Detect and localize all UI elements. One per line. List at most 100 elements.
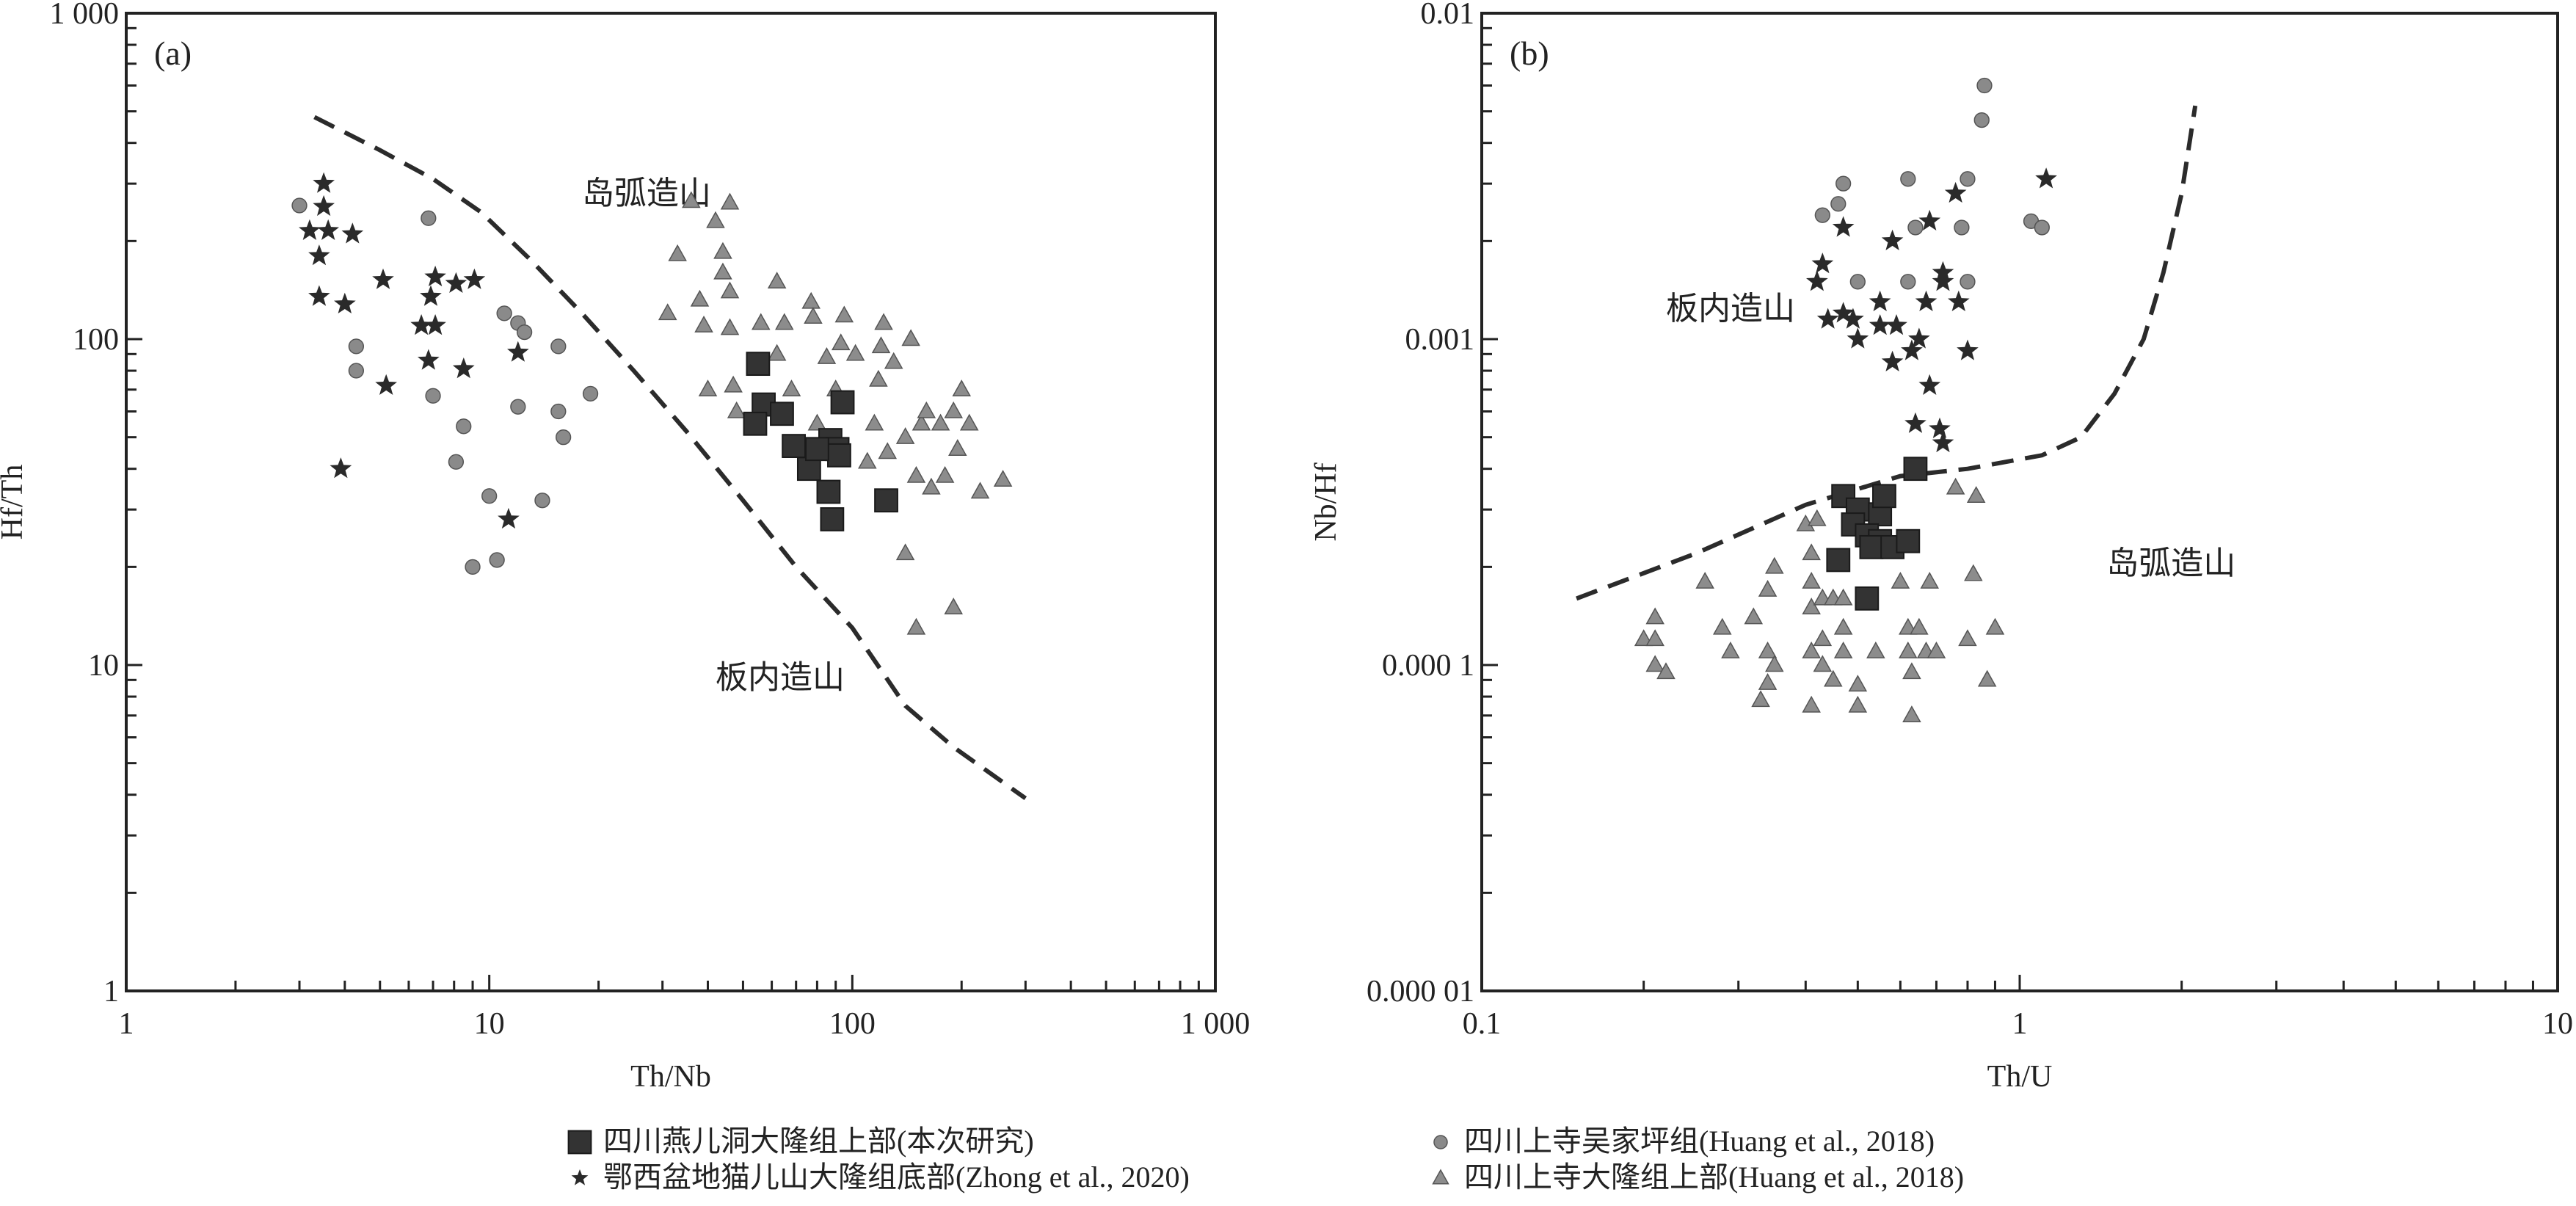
star-data-point bbox=[1908, 327, 1930, 349]
triangle-data-point bbox=[1958, 629, 1977, 647]
triangle-data-point bbox=[1985, 617, 2005, 635]
triangle-data-point bbox=[831, 333, 851, 351]
circle-data-point bbox=[1900, 274, 1916, 290]
triangle-data-point bbox=[865, 413, 884, 431]
triangle-data-point bbox=[878, 442, 898, 459]
star-data-point bbox=[1901, 339, 1923, 360]
square-data-point bbox=[782, 434, 807, 458]
region-label: 岛弧造山 bbox=[2106, 545, 2235, 581]
circle-data-point bbox=[1835, 175, 1852, 192]
star-data-point bbox=[1944, 181, 1967, 203]
square-data-point bbox=[820, 507, 845, 531]
tectonic-boundary-line bbox=[1576, 105, 2198, 601]
square-data-point bbox=[1859, 534, 1884, 559]
triangle-data-point bbox=[767, 272, 787, 289]
x-tick-label: 1 bbox=[119, 1007, 134, 1041]
plot-frame bbox=[125, 12, 1217, 992]
triangle-data-point bbox=[1848, 675, 1868, 692]
triangle-data-point bbox=[1765, 655, 1784, 672]
triangle-data-point bbox=[1910, 617, 1929, 635]
triangle-data-point bbox=[869, 369, 888, 387]
triangle-data-point bbox=[694, 315, 713, 333]
x-tick-label: 0.1 bbox=[1463, 1007, 1502, 1041]
triangle-data-point bbox=[935, 465, 955, 483]
star-data-point bbox=[424, 314, 446, 335]
plot-frame bbox=[1480, 12, 2559, 992]
triangle-data-point bbox=[948, 439, 967, 456]
star-data-point bbox=[1957, 339, 1979, 360]
panel-label: (a) bbox=[154, 34, 192, 72]
triangle-data-point bbox=[1802, 641, 1821, 658]
x-axis-label: Th/U bbox=[1987, 1060, 2053, 1094]
triangle-data-point bbox=[1808, 509, 1827, 526]
triangle-data-point bbox=[1813, 629, 1833, 647]
triangle-data-point bbox=[959, 413, 979, 431]
star-data-point bbox=[334, 292, 356, 313]
triangle-data-point bbox=[1833, 617, 1853, 635]
star-data-point bbox=[308, 285, 330, 306]
circle-data-point bbox=[550, 403, 567, 420]
square-data-point bbox=[827, 443, 851, 468]
triangle-data-point bbox=[884, 352, 903, 369]
triangle-data-point bbox=[858, 451, 877, 469]
circle-data-point bbox=[1900, 171, 1916, 187]
star-data-point bbox=[1918, 209, 1941, 230]
triangle-data-point bbox=[1645, 629, 1664, 647]
y-tick-label: 0.000 1 bbox=[1382, 649, 1474, 683]
star-data-point bbox=[1881, 350, 1904, 371]
star-data-point bbox=[424, 265, 446, 287]
x-tick-label: 10 bbox=[474, 1007, 505, 1041]
x-axis-label: Th/Nb bbox=[630, 1060, 711, 1094]
x-tick-label: 100 bbox=[829, 1007, 876, 1041]
star-data-point bbox=[1929, 417, 1951, 438]
circle-data-point bbox=[516, 324, 533, 341]
triangle-data-point bbox=[931, 413, 950, 431]
star-data-point bbox=[372, 268, 394, 289]
region-label: 板内造山 bbox=[716, 659, 845, 695]
triangle-data-point bbox=[698, 379, 718, 396]
triangle-data-point bbox=[1656, 662, 1676, 680]
square-data-point bbox=[804, 437, 829, 462]
triangle-data-point bbox=[706, 211, 725, 228]
star-data-point bbox=[498, 507, 520, 529]
star-data-point bbox=[452, 357, 475, 379]
star-data-point bbox=[420, 285, 442, 306]
star-data-point bbox=[1832, 302, 1855, 323]
square-data-point bbox=[743, 411, 768, 436]
star-data-point bbox=[1904, 412, 1926, 433]
triangle-data-point bbox=[1966, 486, 1986, 503]
triangle-data-point bbox=[1920, 572, 1940, 589]
square-data-point bbox=[1855, 586, 1880, 611]
triangle-data-point bbox=[1833, 641, 1853, 658]
triangle-data-point bbox=[901, 329, 920, 346]
circle-data-point bbox=[1814, 207, 1830, 223]
star-data-point bbox=[1842, 308, 1864, 329]
triangle-data-point bbox=[1721, 641, 1740, 658]
triangle-data-point bbox=[668, 244, 687, 261]
panel-label: (b) bbox=[1510, 34, 1549, 72]
legend-label: 四川上寺大隆组上部(Huang et al., 2018) bbox=[1464, 1160, 1964, 1194]
triangle-data-point bbox=[767, 344, 787, 361]
legend-star-icon bbox=[571, 1169, 589, 1185]
star-data-point bbox=[1915, 290, 1938, 311]
triangle-data-point bbox=[1902, 662, 1921, 680]
circle-data-point bbox=[1830, 196, 1847, 212]
star-data-point bbox=[313, 195, 335, 217]
region-label: 板内造山 bbox=[1666, 291, 1795, 327]
triangle-data-point bbox=[912, 413, 931, 431]
triangle-data-point bbox=[720, 281, 740, 299]
triangle-data-point bbox=[952, 379, 972, 396]
triangle-data-point bbox=[1813, 655, 1833, 672]
triangle-data-point bbox=[993, 470, 1013, 487]
triangle-data-point bbox=[690, 289, 710, 307]
square-data-point bbox=[1903, 457, 1928, 482]
star-data-point bbox=[341, 222, 364, 244]
triangle-data-point bbox=[1977, 669, 1997, 687]
y-tick-label: 0.000 01 bbox=[1367, 975, 1474, 1009]
circle-data-point bbox=[550, 338, 567, 355]
triangle-data-point bbox=[713, 241, 732, 259]
square-data-point bbox=[1872, 484, 1896, 509]
triangle-data-point bbox=[658, 303, 677, 321]
circle-data-point bbox=[1954, 219, 1970, 236]
star-data-point bbox=[1806, 270, 1828, 291]
